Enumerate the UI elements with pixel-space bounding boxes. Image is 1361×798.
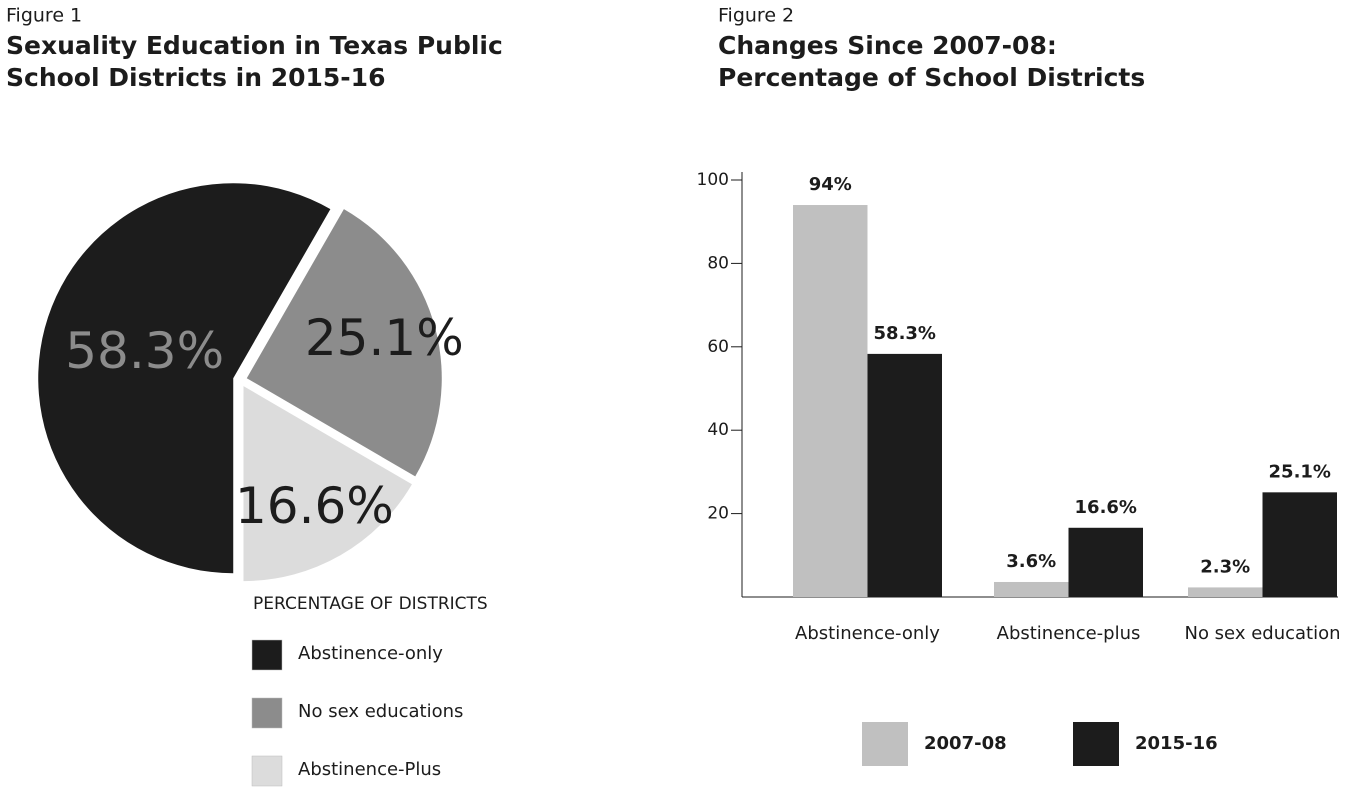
data-label: 16.6% xyxy=(1075,497,1137,518)
bar xyxy=(793,205,868,597)
legend-swatch xyxy=(251,697,283,729)
legend-swatch xyxy=(251,755,283,787)
data-label: 3.6% xyxy=(1006,551,1056,572)
data-label: 94% xyxy=(809,174,852,195)
y-tick-label: 40 xyxy=(707,420,729,440)
x-tick-label: Abstinence-plus xyxy=(997,623,1141,644)
y-tick-label: 20 xyxy=(707,504,729,524)
data-label: 58.3% xyxy=(65,322,224,380)
legend-swatch xyxy=(1073,722,1119,766)
data-label: 25.1% xyxy=(1269,461,1331,482)
legend-swatch xyxy=(251,639,283,671)
y-tick-label: 60 xyxy=(707,337,729,357)
x-tick-label: Abstinence-only xyxy=(795,623,940,644)
data-label: 58.3% xyxy=(874,323,936,344)
chart-title: Changes Since 2007-08: xyxy=(718,31,1057,60)
y-tick-label: 80 xyxy=(707,253,729,273)
data-label: 16.6% xyxy=(235,477,394,535)
bar xyxy=(994,581,1069,597)
legend-title: PERCENTAGE OF DISTRICTS xyxy=(253,594,488,614)
bar xyxy=(1262,492,1337,597)
figure-label: Figure 1 xyxy=(6,5,82,27)
chart-title: Percentage of School Districts xyxy=(718,63,1145,92)
chart-title: Sexuality Education in Texas Public xyxy=(6,31,503,60)
pie-slice xyxy=(38,183,331,574)
pie-slice xyxy=(243,386,412,582)
legend-label: Abstinence-only xyxy=(298,643,443,664)
data-label: 2.3% xyxy=(1200,556,1250,577)
y-tick-label: 100 xyxy=(697,170,729,190)
data-label: 25.1% xyxy=(305,309,464,367)
legend-label: No sex educations xyxy=(298,701,463,722)
legend-swatch xyxy=(862,722,908,766)
legend-label: 2015-16 xyxy=(1135,733,1218,754)
figure-label: Figure 2 xyxy=(718,5,794,27)
bar xyxy=(1188,587,1263,597)
legend-label: Abstinence-Plus xyxy=(298,759,441,780)
chart-title: School Districts in 2015-16 xyxy=(6,63,385,92)
x-tick-label: No sex education xyxy=(1184,623,1340,644)
legend-label: 2007-08 xyxy=(924,733,1007,754)
bar xyxy=(867,353,942,597)
pie-slice xyxy=(246,209,442,477)
bar xyxy=(1068,527,1143,597)
